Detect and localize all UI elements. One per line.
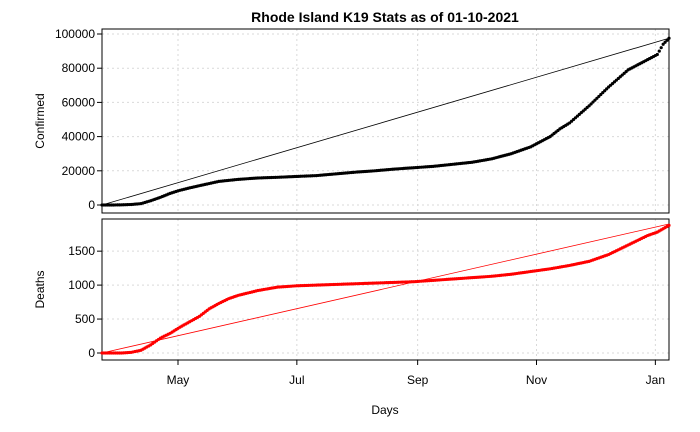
y-tick-label: 40000: [62, 130, 96, 144]
x-tick-label: Jul: [289, 373, 304, 387]
confirmed-panel: 0 20000 40000 60000 80000 100000 Confirmed: [33, 27, 671, 214]
data-point: [667, 223, 671, 227]
data-point: [661, 42, 665, 46]
data-point: [657, 49, 661, 53]
plot-frame: [101, 218, 670, 361]
y-axis-label: Confirmed: [33, 93, 47, 148]
data-points: [100, 223, 671, 355]
data-point: [659, 46, 663, 50]
y-tick-label: 0: [88, 198, 95, 212]
x-axis-label: Days: [371, 403, 398, 417]
y-tick-label: 100000: [55, 27, 95, 41]
x-tick-label: Jan: [646, 373, 665, 387]
y-axis-label: Deaths: [33, 270, 47, 308]
chart-title: Rhode Island K19 Stats as of 01-10-2021: [251, 9, 519, 25]
y-tick-label: 60000: [62, 95, 96, 109]
x-tick-label: May: [167, 373, 190, 387]
y-tick-label: 500: [75, 312, 95, 326]
y-tick-label: 1500: [68, 244, 95, 258]
x-tick-label: Nov: [526, 373, 547, 387]
y-tick-label: 1000: [68, 278, 95, 292]
data-point: [663, 40, 667, 44]
data-points: [100, 36, 671, 207]
data-point: [667, 36, 671, 40]
x-axis: May Jul Sep Nov Jan: [167, 360, 665, 387]
trend-line: [101, 223, 670, 354]
y-tick-label: 80000: [62, 61, 96, 75]
data-point: [665, 38, 669, 42]
y-tick-label: 0: [88, 346, 95, 360]
data-point: [655, 52, 659, 57]
plot-frame: [101, 28, 670, 214]
x-tick-label: Sep: [407, 373, 429, 387]
trend-line: [101, 37, 670, 206]
y-tick-label: 20000: [62, 164, 96, 178]
deaths-panel: 0 500 1000 1500 Deaths: [33, 218, 671, 361]
